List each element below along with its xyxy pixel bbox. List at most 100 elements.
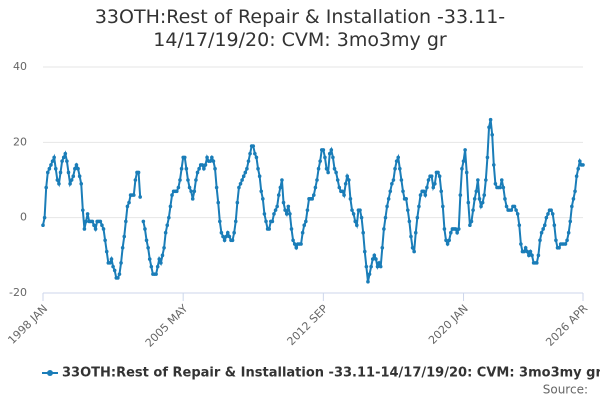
data-point [503, 197, 507, 201]
data-point [47, 166, 52, 171]
data-point [284, 212, 289, 216]
data-point [313, 185, 318, 190]
data-point [194, 178, 198, 182]
data-point [461, 159, 466, 163]
data-point [552, 223, 557, 227]
data-point [541, 227, 545, 231]
data-point [374, 257, 378, 261]
data-point [353, 219, 358, 224]
data-point [316, 166, 321, 171]
data-point [272, 212, 276, 216]
data-point [482, 193, 487, 197]
data-point [571, 197, 576, 201]
data-point [439, 189, 444, 194]
data-point [361, 230, 365, 235]
data-point [355, 223, 359, 227]
data-point [476, 178, 480, 182]
data-point [77, 174, 82, 179]
data-point [310, 197, 315, 201]
data-point [211, 159, 216, 163]
data-point [90, 219, 95, 224]
data-point [253, 151, 257, 156]
data-point [431, 185, 436, 190]
data-point [122, 234, 127, 239]
data-point [221, 234, 225, 239]
data-point [162, 246, 166, 250]
data-point [261, 197, 265, 201]
data-point [464, 170, 469, 175]
data-point [57, 181, 61, 186]
data-point [251, 144, 256, 148]
data-point [487, 125, 491, 130]
data-point [519, 242, 523, 246]
data-point [300, 230, 305, 235]
data-point [527, 253, 531, 258]
data-point [202, 166, 206, 171]
data-point [213, 166, 217, 171]
data-point [66, 170, 71, 175]
data-point [514, 208, 518, 212]
x-tick-label: 1998 JAN [5, 302, 50, 347]
data-point [423, 193, 428, 197]
data-point [53, 166, 58, 171]
data-point [382, 227, 386, 231]
data-point [388, 189, 393, 194]
data-point [359, 215, 364, 220]
data-point [460, 166, 464, 171]
data-point [155, 264, 160, 269]
data-point [573, 189, 577, 194]
data-point [136, 170, 141, 175]
data-point [203, 163, 208, 167]
data-point [535, 261, 539, 265]
data-point [144, 238, 149, 243]
data-point [396, 155, 401, 160]
data-point [441, 204, 445, 209]
data-point [65, 159, 69, 163]
data-point [362, 249, 367, 254]
data-point [291, 238, 295, 243]
data-point [364, 264, 369, 269]
data-point [324, 166, 329, 171]
data-point [383, 215, 388, 220]
x-tick-label: 2026 APR [543, 302, 590, 349]
data-point [557, 246, 561, 250]
data-point [565, 238, 569, 243]
data-point [385, 204, 389, 209]
data-point [504, 204, 509, 209]
data-point [421, 189, 426, 194]
data-point [549, 208, 553, 212]
data-point [522, 249, 526, 254]
y-tick-label: 40 [13, 60, 27, 73]
data-point [477, 197, 482, 201]
data-point [85, 212, 90, 216]
data-point [426, 178, 431, 182]
data-point [163, 230, 168, 235]
data-point [437, 174, 442, 179]
data-point [550, 212, 555, 216]
data-point [554, 238, 558, 243]
data-point [147, 257, 152, 261]
data-point [108, 261, 112, 265]
x-tick-label: 2012 SEP [285, 302, 331, 348]
data-point [127, 200, 131, 205]
data-point [523, 246, 528, 250]
data-point [124, 219, 128, 224]
data-point [488, 117, 493, 122]
data-point [167, 215, 171, 220]
data-point [351, 212, 356, 216]
data-point [393, 166, 397, 171]
data-point [227, 234, 232, 239]
data-point [170, 193, 174, 197]
data-point [189, 189, 193, 194]
data-point [233, 219, 238, 224]
data-point [71, 174, 76, 179]
data-point [490, 133, 495, 137]
data-point [92, 223, 96, 227]
data-point [235, 200, 240, 205]
data-point [468, 223, 472, 227]
data-point [116, 276, 120, 280]
data-point [334, 170, 338, 175]
data-point [417, 204, 421, 209]
data-point [154, 272, 158, 276]
